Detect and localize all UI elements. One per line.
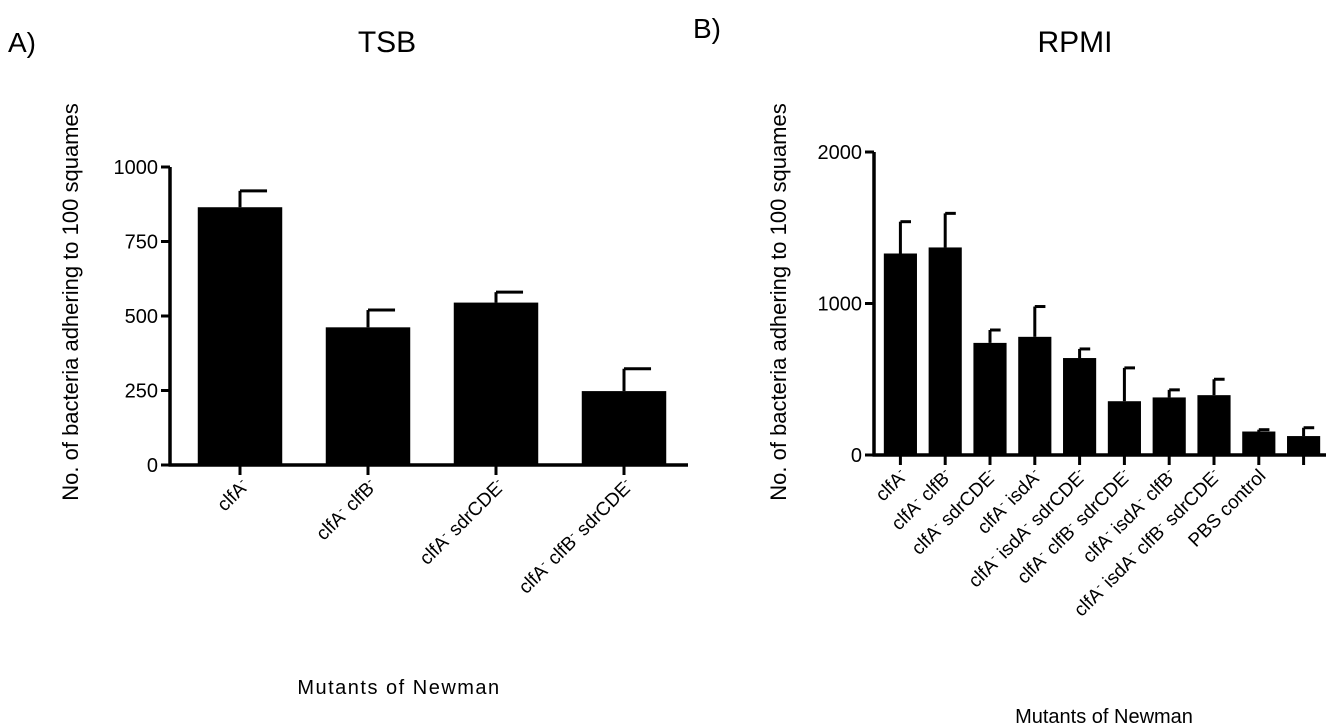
bar-b [1197, 395, 1231, 455]
x-tick-label-b: clfA- [870, 464, 911, 505]
x-axis-label-a: Mutants of Newman [297, 677, 500, 699]
y-tick-label-a: 1000 [114, 157, 159, 179]
bar-a [453, 302, 539, 465]
bar-a [197, 207, 283, 466]
chart-title-a: TSB [358, 26, 416, 59]
plot-area-a: 0 250 500 750 1000 clfA-clfA- clfB-clfA- sdrC… [114, 157, 688, 598]
y-tick-label-a: 250 [125, 381, 158, 403]
x-tick-label-a: clfA- sdrCDE- [414, 474, 509, 569]
bar-b [883, 253, 917, 455]
bar-b [1242, 431, 1276, 455]
y-tick-label-a: 750 [125, 232, 158, 254]
bar-b [1107, 401, 1141, 455]
panel-label-a: A) [8, 27, 36, 58]
bar-a [581, 391, 667, 465]
bar-b [1152, 397, 1186, 455]
y-tick-label-a: 500 [125, 306, 158, 328]
bar-b [1018, 336, 1052, 455]
y-tick-label-a: 0 [147, 455, 158, 477]
bar-b [973, 342, 1007, 455]
x-axis-label-b: Mutants of Newman [1015, 706, 1193, 727]
x-tick-label-a: clfA- clfB- sdrCDE- [513, 474, 637, 598]
bar-a [325, 327, 411, 465]
panel-label-b: B) [693, 13, 721, 44]
y-tick-label-b: 1000 [818, 294, 863, 316]
x-tick-label-a: clfA- clfB- [311, 474, 381, 544]
chart-title-b: RPMI [1038, 26, 1113, 59]
y-tick-label-b: 2000 [818, 142, 863, 164]
y-axis-label-a: No. of bacteria adhering to 100 squames [58, 103, 83, 500]
x-tick-label-a: clfA- [212, 474, 253, 515]
y-axis-label-b: No. of bacteria adhering to 100 squames [766, 103, 791, 500]
bar-b [1063, 358, 1097, 455]
bar-b [1287, 436, 1321, 455]
bar-b [928, 247, 962, 455]
y-tick-label-b: 0 [851, 445, 862, 467]
